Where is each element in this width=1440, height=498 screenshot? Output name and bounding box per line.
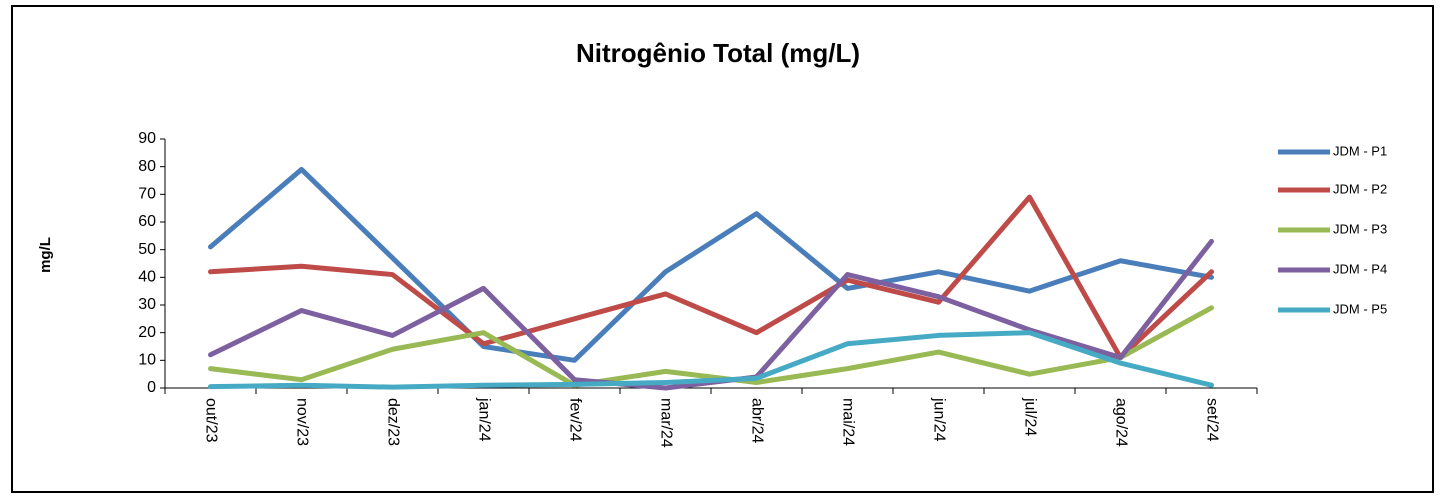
x-tick-label: fev/24 — [566, 398, 583, 442]
x-tick-label: mar/24 — [657, 398, 674, 448]
y-tick-label: 80 — [138, 158, 156, 175]
y-tick-label: 50 — [138, 241, 156, 258]
x-tick-label: nov/23 — [293, 398, 310, 446]
chart-title: Nitrogênio Total (mg/L) — [576, 38, 860, 68]
x-tick-label: jul/24 — [1021, 397, 1038, 436]
y-tick-label: 20 — [138, 324, 156, 341]
x-tick-label: set/24 — [1203, 398, 1220, 442]
chart-border — [11, 5, 1434, 493]
series-line — [208, 330, 1214, 390]
legend-label: JDM - P4 — [1333, 261, 1387, 276]
y-tick-label: 0 — [147, 379, 156, 396]
legend-label: JDM - P5 — [1333, 301, 1387, 316]
y-tick-label: 30 — [138, 296, 156, 313]
x-tick-label: abr/24 — [748, 398, 765, 443]
series-line — [208, 166, 1214, 363]
y-axis-label: mg/L — [37, 237, 54, 273]
x-tick-label: ago/24 — [1112, 398, 1129, 447]
y-tick-label: 70 — [138, 186, 156, 203]
x-tick-label: mai/24 — [839, 398, 856, 446]
legend-label: JDM - P2 — [1333, 181, 1387, 196]
y-tick-label: 90 — [138, 130, 156, 147]
x-tick-label: dez/23 — [384, 398, 401, 446]
y-tick-label: 60 — [138, 213, 156, 230]
x-tick-label: out/23 — [202, 398, 219, 443]
y-tick-label: 10 — [138, 352, 156, 369]
legend-label: JDM - P1 — [1333, 143, 1387, 158]
y-tick-label: 40 — [138, 269, 156, 286]
series-line — [208, 305, 1214, 388]
x-tick-label: jan/24 — [475, 397, 492, 442]
legend-label: JDM - P3 — [1333, 221, 1387, 236]
series-line — [208, 194, 1214, 361]
x-tick-label: jun/24 — [930, 397, 947, 442]
